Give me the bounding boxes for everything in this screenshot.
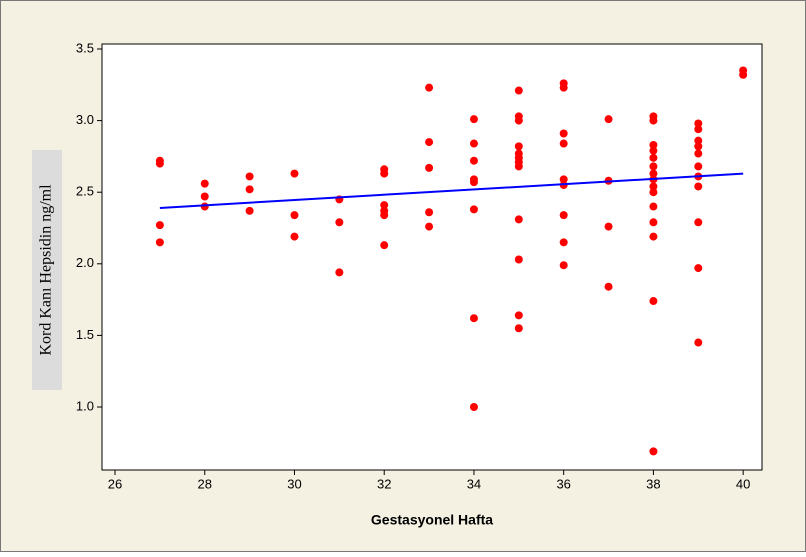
point [245, 206, 254, 215]
point [649, 146, 658, 155]
y-tick-label: 1.0 [76, 398, 94, 413]
x-axis-label: Gestasyonel Hafta [371, 512, 493, 528]
point [604, 115, 613, 124]
y-label-bg [32, 150, 62, 390]
plot-area [101, 43, 763, 471]
point [200, 179, 209, 188]
point [514, 162, 523, 171]
x-tick-label: 40 [736, 476, 750, 491]
point [649, 182, 658, 191]
point [425, 83, 434, 92]
point [245, 172, 254, 181]
point [694, 218, 703, 227]
point [469, 314, 478, 323]
x-tick-label: 30 [287, 476, 301, 491]
point [380, 211, 389, 220]
point [559, 238, 568, 247]
point [649, 232, 658, 241]
point [604, 222, 613, 231]
point [514, 116, 523, 125]
point [649, 140, 658, 149]
y-axis-label: Kord Kanı Hepsidin ng/ml [38, 184, 55, 356]
point [514, 324, 523, 333]
point [604, 282, 613, 291]
point [469, 115, 478, 124]
point [514, 215, 523, 224]
y-tick-label: 3.0 [76, 112, 94, 127]
point [649, 218, 658, 227]
point [649, 153, 658, 162]
y-tick-label: 1.5 [76, 327, 94, 342]
point [694, 125, 703, 134]
point [425, 222, 434, 231]
point [694, 338, 703, 347]
point [559, 129, 568, 138]
point [649, 169, 658, 178]
point [200, 192, 209, 201]
x-tick-label: 28 [198, 476, 212, 491]
point [649, 116, 658, 125]
point [469, 205, 478, 214]
point [514, 255, 523, 264]
point [694, 162, 703, 171]
fit-line [159, 172, 744, 209]
y-tick-label: 3.5 [76, 40, 94, 55]
point [155, 238, 164, 247]
x-tick-label: 38 [646, 476, 660, 491]
point [649, 447, 658, 456]
point [694, 149, 703, 158]
point [469, 139, 478, 148]
point [469, 178, 478, 187]
point [694, 136, 703, 145]
point [649, 162, 658, 171]
point [559, 83, 568, 92]
point [694, 119, 703, 128]
point [649, 202, 658, 211]
point [245, 185, 254, 194]
point [514, 86, 523, 95]
x-tick-label: 36 [556, 476, 570, 491]
point [425, 138, 434, 147]
point [469, 156, 478, 165]
point [694, 264, 703, 273]
y-tick-label: 2.5 [76, 184, 94, 199]
point [380, 241, 389, 250]
point [290, 169, 299, 178]
point [649, 188, 658, 197]
point [290, 232, 299, 241]
point [335, 218, 344, 227]
x-tick-label: 34 [467, 476, 481, 491]
point [155, 221, 164, 230]
point [649, 297, 658, 306]
point [739, 70, 748, 79]
point [425, 163, 434, 172]
point [514, 311, 523, 320]
point [694, 142, 703, 151]
point [380, 201, 389, 210]
point [694, 182, 703, 191]
point [559, 211, 568, 220]
point [514, 142, 523, 151]
x-tick-label: 26 [108, 476, 122, 491]
point [559, 175, 568, 184]
point [469, 402, 478, 411]
point [155, 159, 164, 168]
point [559, 261, 568, 270]
point [290, 211, 299, 220]
point [425, 208, 434, 217]
point [380, 169, 389, 178]
point [200, 202, 209, 211]
x-tick-label: 32 [377, 476, 391, 491]
point [559, 139, 568, 148]
point [335, 268, 344, 277]
y-tick-label: 2.0 [76, 255, 94, 270]
